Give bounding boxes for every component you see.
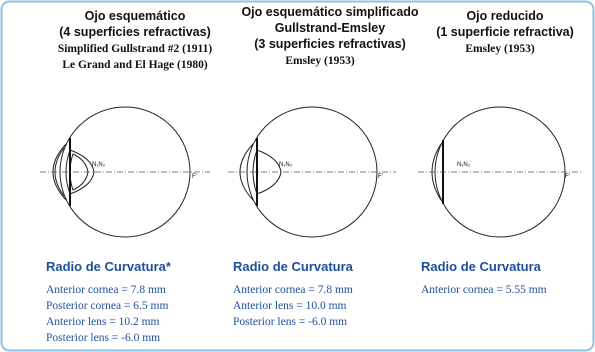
focal-label: F' — [192, 174, 197, 180]
title: Ojo esquemático — [85, 9, 186, 23]
measurement: Anterior cornea = 7.8 mm — [233, 284, 353, 296]
heading: Radio de Curvatura* — [46, 259, 172, 274]
title: Ojo reducido — [466, 9, 543, 23]
measurement: Anterior lens = 10.2 mm — [46, 316, 160, 328]
focal-label: F' — [565, 174, 570, 180]
title: (4 superficies refractivas) — [59, 25, 210, 39]
title: Gullstrand-Emsley — [275, 21, 385, 35]
reference: Le Grand and El Hage (1980) — [62, 59, 208, 71]
measurement: Posterior lens = -6.0 mm — [233, 316, 347, 328]
reference: Emsley (1953) — [285, 55, 354, 67]
measurement: Posterior cornea = 6.5 mm — [46, 300, 168, 312]
title: (3 superficies refractivas) — [254, 37, 405, 51]
heading: Radio de Curvatura — [421, 259, 542, 274]
reference: Emsley (1953) — [465, 43, 534, 55]
nodal-label: N₁N₂ — [92, 162, 106, 168]
measurement: Anterior cornea = 7.8 mm — [46, 284, 166, 296]
measurement: Anterior cornea = 5.55 mm — [421, 284, 547, 296]
measurement: Anterior lens = 10.0 mm — [233, 300, 347, 312]
heading: Radio de Curvatura — [233, 259, 354, 274]
figure: Ojo esquemático (4 superficies refractiv… — [0, 0, 595, 352]
nodal-label: N₁N₂ — [457, 162, 471, 168]
focal-label: F' — [378, 174, 383, 180]
measurement: Posterior lens = -6.0 mm — [46, 332, 160, 344]
nodal-label: N₁N₂ — [279, 162, 293, 168]
title: Ojo esquemático simplificado — [241, 5, 418, 19]
reference: Simplified Gullstrand #2 (1911) — [58, 43, 212, 55]
title: (1 superficie refractiva) — [436, 25, 574, 39]
